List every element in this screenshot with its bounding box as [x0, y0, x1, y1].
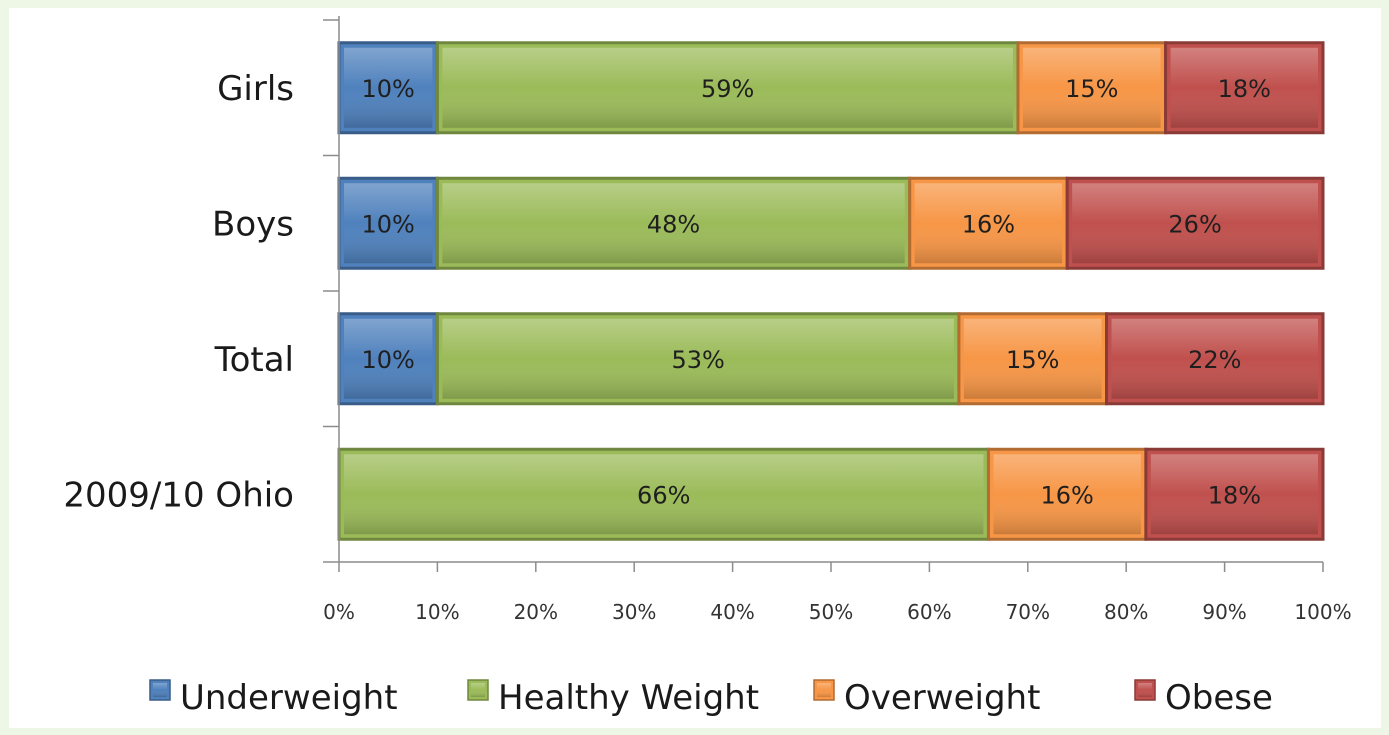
data-label: 53% — [671, 346, 724, 374]
x-tick-label: 20% — [514, 600, 558, 624]
legend-swatch-highlight — [1138, 683, 1152, 697]
data-label: 59% — [701, 75, 754, 103]
data-label: 10% — [362, 210, 415, 238]
category-label: Boys — [212, 204, 294, 244]
data-label: 18% — [1208, 481, 1261, 509]
legend-label: Obese — [1165, 678, 1273, 718]
bar-segment-highlight — [1150, 454, 1318, 535]
category-label: Girls — [217, 69, 294, 109]
bar-segment-highlight — [442, 47, 1013, 128]
data-label: 16% — [1040, 481, 1093, 509]
x-tick-label: 80% — [1104, 600, 1148, 624]
bar-segment-highlight — [1111, 318, 1318, 399]
x-tick-label: 10% — [415, 600, 459, 624]
bar-segment-highlight — [914, 183, 1063, 264]
x-tick-label: 0% — [323, 600, 355, 624]
bar-segment-highlight — [442, 183, 905, 264]
legend-label: Underweight — [180, 678, 398, 718]
bar-segment-highlight — [442, 318, 954, 399]
bar-segment-highlight — [1072, 183, 1318, 264]
bar-segment-highlight — [344, 318, 433, 399]
legend-label: Overweight — [844, 678, 1040, 718]
legend-label: Healthy Weight — [498, 678, 759, 718]
data-label: 22% — [1188, 346, 1241, 374]
x-tick-label: 50% — [809, 600, 853, 624]
bar-segment-highlight — [344, 183, 433, 264]
x-tick-label: 100% — [1294, 600, 1351, 624]
data-label: 66% — [637, 481, 690, 509]
bar-segment-highlight — [963, 318, 1102, 399]
data-label: 10% — [362, 346, 415, 374]
bar-segment-highlight — [993, 454, 1141, 535]
bar-segment-highlight — [1170, 47, 1318, 128]
x-tick-label: 90% — [1202, 600, 1246, 624]
x-tick-label: 30% — [612, 600, 656, 624]
data-label: 48% — [647, 210, 700, 238]
legend-swatch-highlight — [471, 683, 485, 697]
x-tick-label: 70% — [1006, 600, 1050, 624]
data-label: 26% — [1168, 210, 1221, 238]
bar-segment-highlight — [344, 454, 984, 535]
data-label: 16% — [962, 210, 1015, 238]
category-label: 2009/10 Ohio — [63, 475, 294, 515]
legend-swatch-highlight — [153, 683, 167, 697]
category-label: Total — [214, 340, 294, 380]
data-label: 15% — [1006, 346, 1059, 374]
bar-segment-highlight — [344, 47, 433, 128]
x-tick-label: 40% — [710, 600, 754, 624]
bar-segment-highlight — [1022, 47, 1161, 128]
data-label: 18% — [1218, 75, 1271, 103]
data-label: 15% — [1065, 75, 1118, 103]
data-label: 10% — [362, 75, 415, 103]
x-tick-label: 60% — [907, 600, 951, 624]
legend-swatch-highlight — [817, 683, 831, 697]
